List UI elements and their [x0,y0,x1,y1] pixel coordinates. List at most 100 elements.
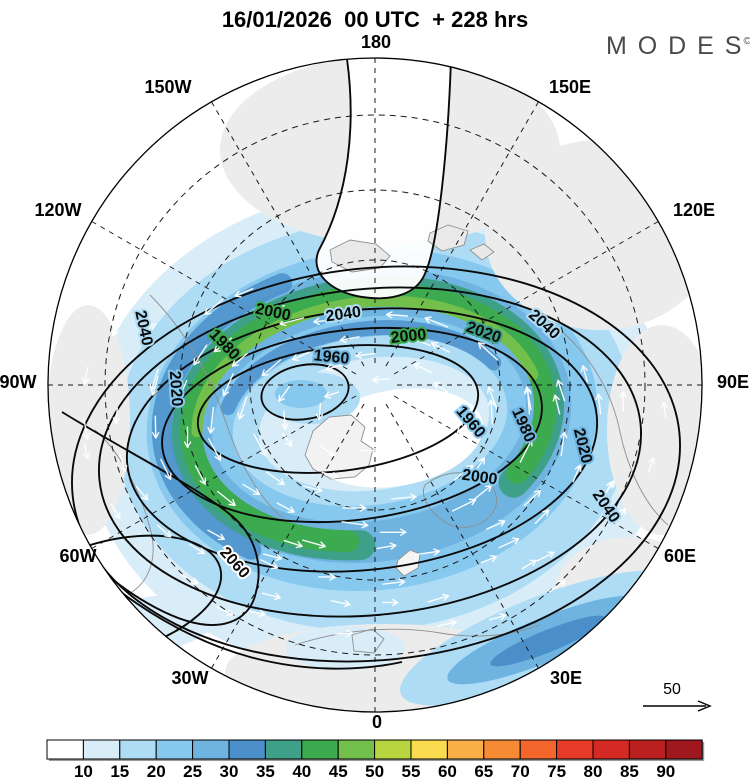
wind-arrow [334,629,353,637]
wind-arrow [193,344,208,366]
meridian-line [385,403,539,669]
colorbar-cell [446,739,485,760]
wind-arrow [339,335,360,343]
wind-arrow [183,426,192,449]
wind-arrow [524,386,532,411]
colorbar-cell [592,739,630,760]
colorbar-tick-label: 85 [620,762,639,781]
wind-arrow [487,399,495,425]
contour-label: 2020 [166,370,185,407]
wind-arrow [112,407,120,424]
wind-arrow [281,410,289,430]
longitude-label: 0 [372,712,382,732]
wind-arrow [523,489,541,507]
wind-arrow [323,391,340,399]
colorbar-cell [374,739,412,760]
wind-arrow [474,484,493,500]
wind-arrow [278,385,290,402]
longitude-label: 180 [361,32,391,52]
longitude-label: 60E [664,546,696,566]
wind-arrow [135,485,149,501]
meridian-line [91,395,357,549]
wind-arrow [262,553,283,561]
meridian-line [385,101,539,367]
wind-arrow [82,366,90,385]
colorbar-cell [228,739,266,760]
colorbar-cell [192,739,230,760]
latitude-ring [104,114,646,656]
longitude-label: 60W [59,546,96,566]
wind-arrow [279,317,305,327]
wind-arrow [603,480,615,496]
wind-arrow [160,458,172,480]
wind-arrow [391,493,417,501]
colorbar-cell [46,739,84,760]
wind-arrow [234,288,254,298]
wind-arrow [283,539,303,549]
colorbar-tick-label: 30 [220,762,239,781]
longitude-label: 30W [171,668,208,688]
colorbar-tick-label: 45 [329,762,348,781]
colorbar-tick-label: 65 [474,762,493,781]
colorbar-tick-label: 75 [547,762,566,781]
wind-arrow [177,379,188,400]
contour-polar-trough [315,58,452,300]
coastline-path [427,224,469,252]
streak-dark [490,615,606,667]
wind-arrow [276,502,295,513]
wind-arrow [436,619,457,627]
contour-1960 [196,344,480,474]
wind-arrow [248,609,266,617]
colorbar-tick-label: 20 [147,762,166,781]
longitude-label: 30E [550,668,582,688]
wind-arrow [556,379,566,402]
wind-arrow [385,311,409,319]
wind-arrow [432,418,440,436]
wind-arrow [413,362,433,374]
longitude-label: 150E [549,77,591,97]
wind-arrow [321,471,339,480]
wind-arrow [265,471,285,486]
wind-arrow [207,406,215,434]
wind-arrow [480,555,498,564]
wind-arrow [619,391,627,412]
wind-arrow [149,368,159,391]
wind-arrow [647,457,656,473]
wind-arrow [330,600,351,608]
colorbar-tick-label: 70 [511,762,530,781]
wind-arrow [449,442,461,456]
wind-arrow [318,573,336,581]
wind-arrow [521,559,537,570]
colorbar-cell [410,739,448,760]
contour-2060-upper [61,411,260,626]
wind-arrow [302,485,323,494]
wind-arrow [231,352,248,367]
contour-2020 [98,286,642,618]
wind-arrow [152,415,160,439]
meridian-line [91,221,357,375]
wind-arrow [82,443,91,459]
wind-arrow [260,559,279,570]
wind-arrow [471,457,485,478]
wind-arrow [194,465,207,485]
wind-arrow [477,342,499,361]
wind-arrow [488,613,507,621]
longitude-label: 90E [717,372,749,392]
wind-arrow [382,578,406,586]
copyright-mark: © [743,36,750,47]
wind-arrow [616,507,626,522]
wind-arrow [217,490,236,507]
wind-arrow [204,299,224,315]
colorbar-cell [337,739,376,760]
colorbar-cell [628,739,667,760]
wind-arrow [213,337,233,353]
colorbar-cell [665,739,703,760]
wind-arrow [291,351,310,361]
wind-arrow [519,439,533,463]
wind-arrow [180,573,199,585]
wind-arrow [487,386,498,410]
wind-arrow [498,537,520,549]
coastline-path [559,329,669,526]
wind-arrow [325,362,348,372]
